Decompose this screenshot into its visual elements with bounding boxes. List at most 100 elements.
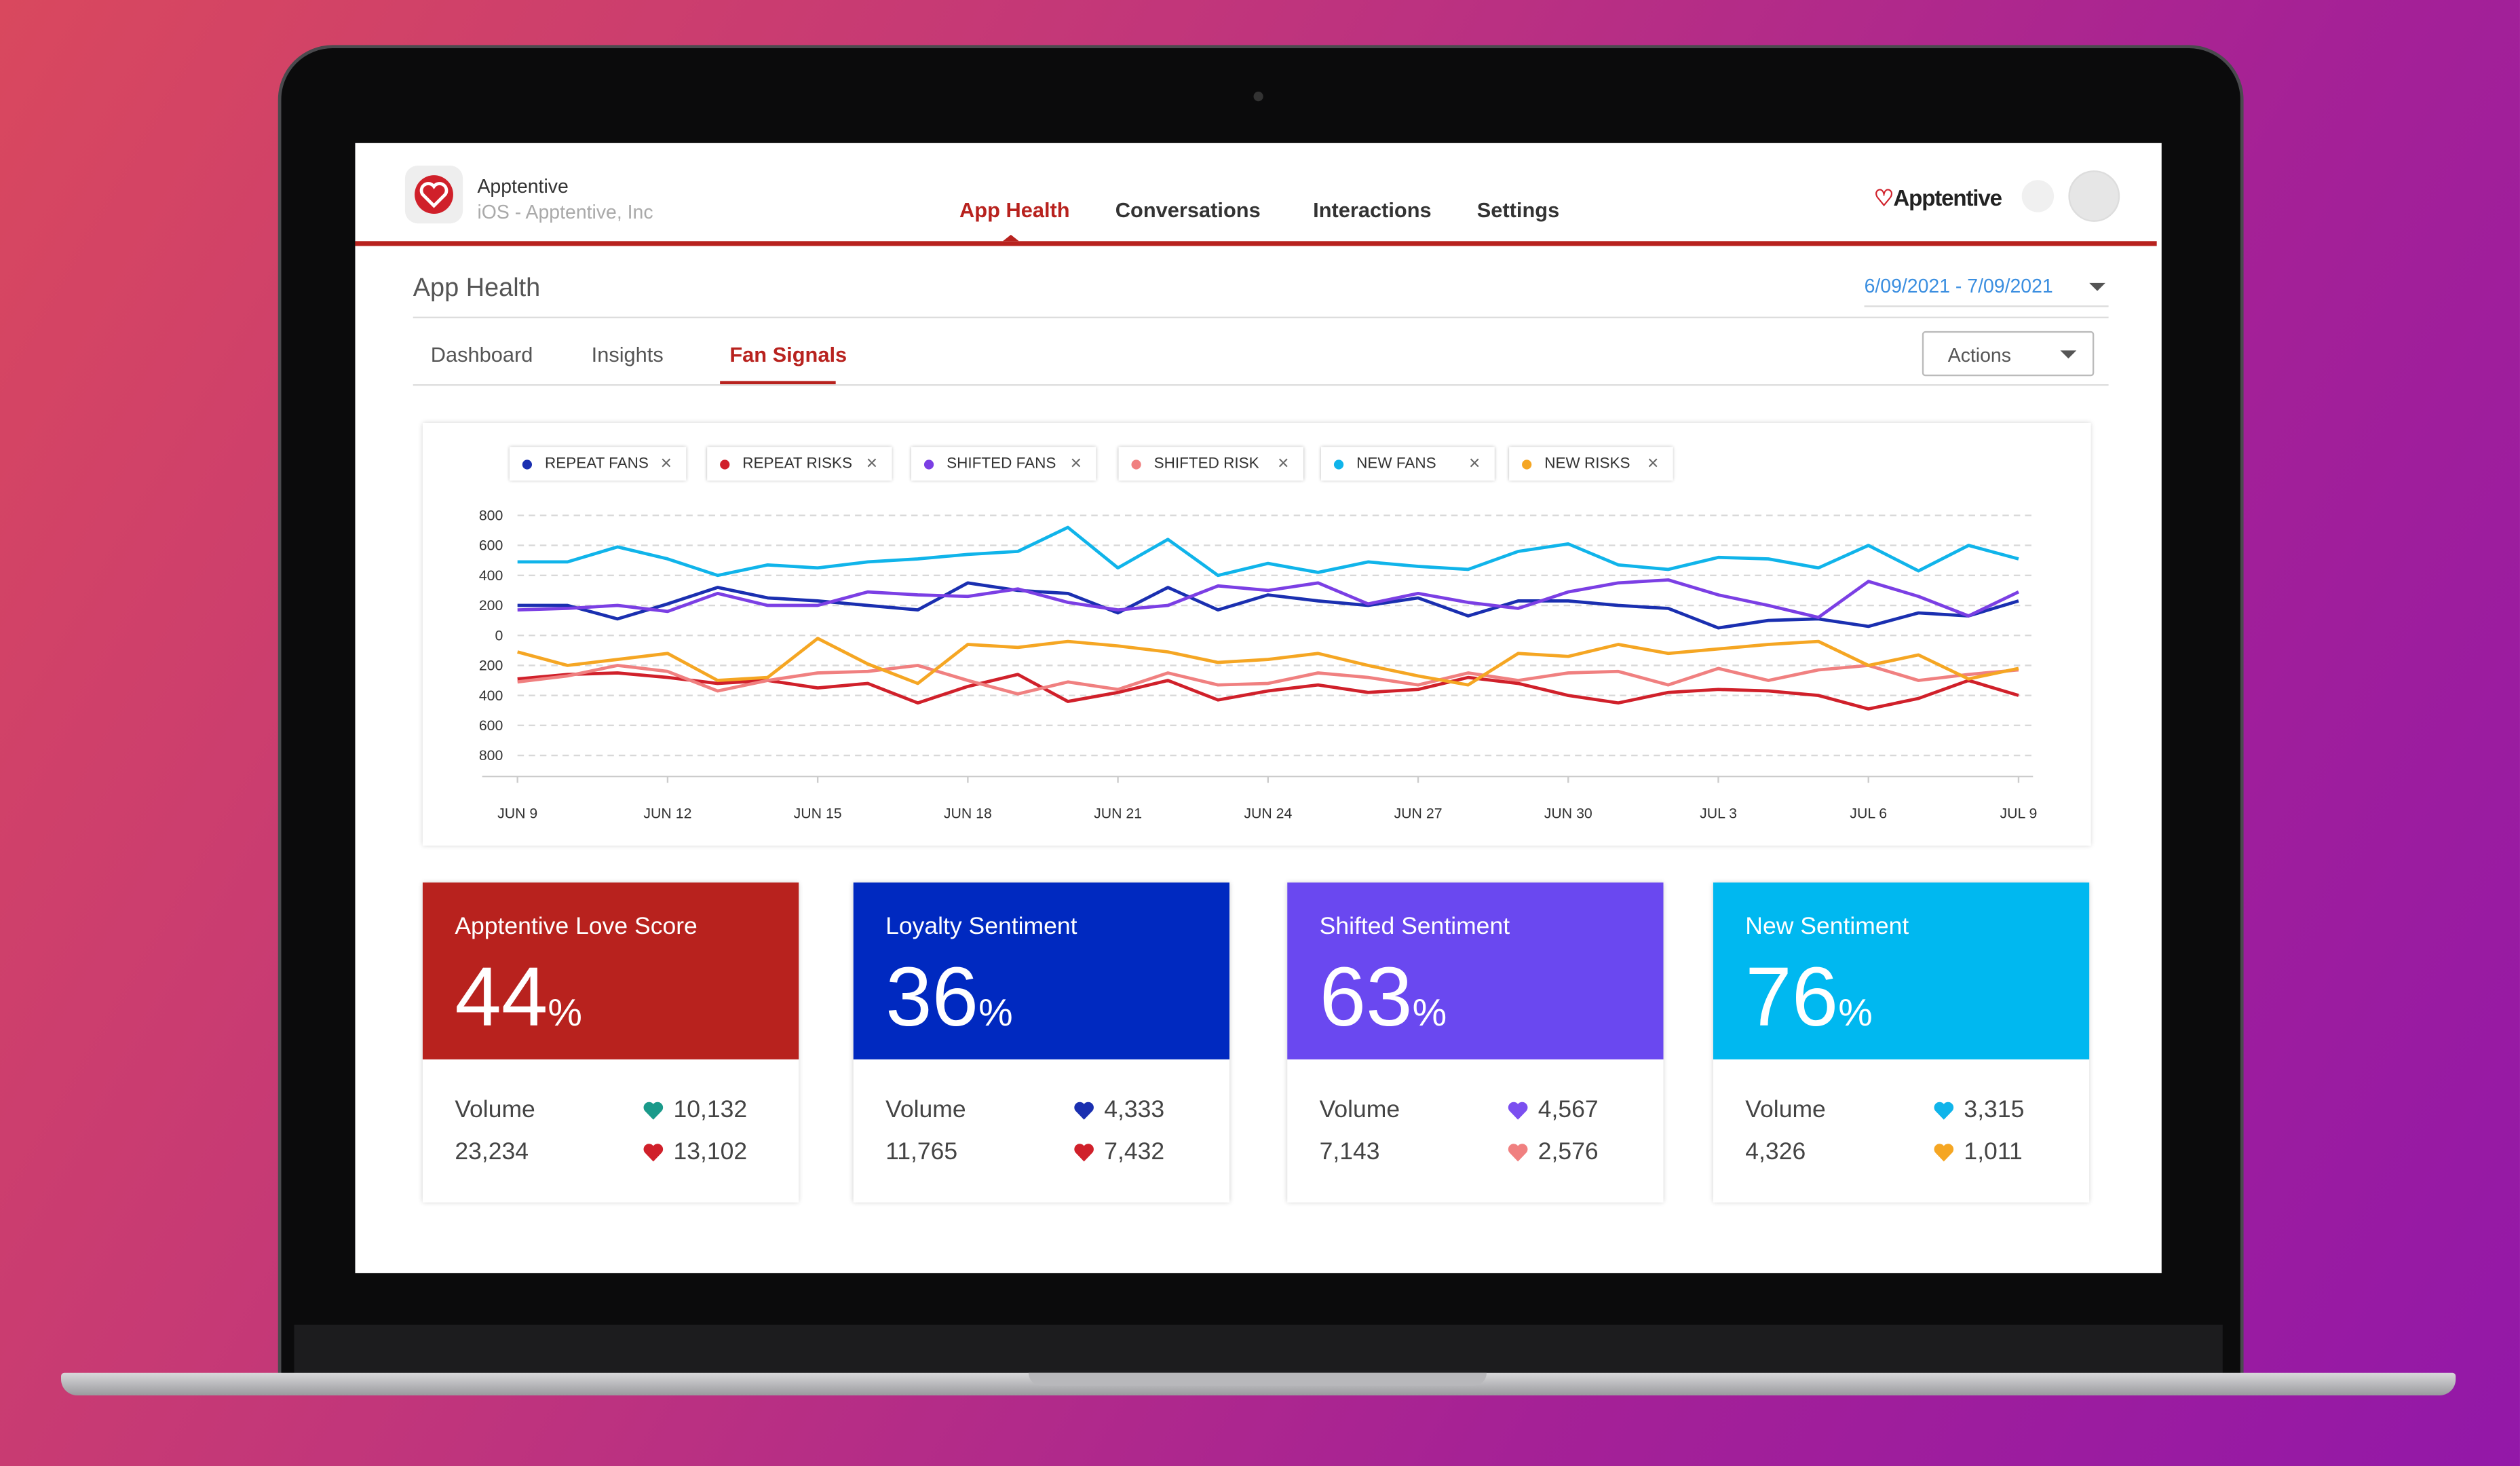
app-subtitle: iOS - Apptentive, Inc xyxy=(477,201,653,224)
legend-item[interactable]: SHIFTED RISK × xyxy=(1118,447,1303,481)
legend-label: NEW RISKS xyxy=(1544,455,1630,473)
positive-icon xyxy=(1073,1100,1094,1129)
y-tick-label: 0 xyxy=(495,627,503,643)
heart-icon xyxy=(1074,1144,1094,1162)
heart-icon xyxy=(1508,1144,1528,1162)
volume-value: 23,234 xyxy=(455,1138,529,1166)
series-line xyxy=(517,578,2019,620)
series-line xyxy=(517,637,2019,687)
chart-card xyxy=(422,422,2091,846)
x-tick-label: JUN 12 xyxy=(643,806,691,822)
date-underline xyxy=(1864,305,2109,307)
x-tick-label: JUN 15 xyxy=(794,806,842,822)
legend-close[interactable]: × xyxy=(866,451,878,474)
card-title: Apptentive Love Score xyxy=(455,913,698,941)
actions-label: Actions xyxy=(1947,343,2011,367)
card-title: Loyalty Sentiment xyxy=(885,913,1077,941)
y-tick-label: 800 xyxy=(479,507,503,523)
date-range[interactable]: 6/09/2021 - 7/09/2021 xyxy=(1864,275,2053,298)
sentiment-card: Shifted Sentiment 63% Volume 7,143 4,567 2,57… xyxy=(1287,882,1664,1203)
volume-label: Volume xyxy=(885,1096,966,1124)
legend-label: REPEAT FANS xyxy=(544,455,649,473)
heart-icon xyxy=(1508,1102,1528,1120)
nav-item[interactable]: Interactions xyxy=(1313,198,1432,222)
camera xyxy=(1253,92,1263,102)
card-score: 63% xyxy=(1320,950,1447,1047)
negative-value: 7,432 xyxy=(1104,1138,1165,1166)
heart-icon xyxy=(1934,1144,1954,1162)
actions-caret xyxy=(2060,350,2077,359)
positive-value: 4,333 xyxy=(1104,1096,1165,1124)
heart-icon xyxy=(643,1102,664,1120)
bell-icon[interactable] xyxy=(2021,180,2055,212)
page-title: App Health xyxy=(413,275,541,303)
bezel-bottom xyxy=(294,1324,2223,1373)
tab[interactable]: Insights xyxy=(591,342,664,367)
legend-close[interactable]: × xyxy=(1070,451,1082,474)
date-caret[interactable] xyxy=(2089,282,2105,291)
positive-value: 4,567 xyxy=(1538,1096,1599,1124)
negative-value: 1,011 xyxy=(1964,1138,2023,1166)
y-tick-label: 600 xyxy=(479,538,503,554)
heart-icon xyxy=(643,1144,664,1162)
x-tick-label: JUN 30 xyxy=(1544,806,1592,822)
x-tick-label: JUL 9 xyxy=(2000,806,2038,822)
sentiment-card: New Sentiment 76% Volume 4,326 3,315 1,011 xyxy=(1713,882,2090,1203)
legend-dot xyxy=(522,459,533,470)
avatar[interactable] xyxy=(2068,170,2120,222)
nav-item[interactable]: Settings xyxy=(1476,198,1560,222)
header-bar xyxy=(355,241,2157,246)
card-header xyxy=(853,882,1229,1059)
score-unit: % xyxy=(548,992,582,1036)
score-value: 76 xyxy=(1745,952,1839,1045)
card-score: 36% xyxy=(885,950,1013,1047)
legend-label: NEW FANS xyxy=(1356,455,1436,473)
legend-dot xyxy=(1522,459,1532,470)
divider xyxy=(413,384,2109,386)
nav-item[interactable]: Conversations xyxy=(1115,198,1261,222)
score-value: 63 xyxy=(1319,952,1413,1045)
positive-value: 3,315 xyxy=(1964,1096,2025,1124)
positive-value: 10,132 xyxy=(673,1096,748,1124)
y-tick-label: 600 xyxy=(479,717,503,734)
volume-value: 7,143 xyxy=(1319,1138,1380,1166)
nav-item[interactable]: App Health xyxy=(959,198,1070,222)
tab[interactable]: Dashboard xyxy=(430,342,533,367)
logo-icon xyxy=(415,175,453,214)
actions-button[interactable]: Actions xyxy=(1922,331,2095,377)
legend-item[interactable]: SHIFTED FANS × xyxy=(911,447,1096,481)
legend-close[interactable]: × xyxy=(1468,451,1481,474)
heart-icon xyxy=(1074,1102,1094,1120)
legend-close[interactable]: × xyxy=(1647,451,1659,474)
negative-icon xyxy=(1933,1142,1954,1171)
tab-active[interactable]: Fan Signals xyxy=(729,342,847,367)
app-logo[interactable] xyxy=(404,165,463,224)
volume-label: Volume xyxy=(455,1096,535,1124)
volume-value: 11,765 xyxy=(885,1138,958,1166)
score-unit: % xyxy=(1412,992,1447,1036)
series-line xyxy=(517,664,2019,696)
score-value: 44 xyxy=(455,952,548,1045)
x-tick-label: JUN 9 xyxy=(497,806,537,822)
legend-item[interactable]: REPEAT RISKS × xyxy=(707,447,892,481)
legend-item[interactable]: NEW RISKS × xyxy=(1509,447,1673,481)
legend-label: REPEAT RISKS xyxy=(742,455,853,473)
card-header xyxy=(1287,882,1664,1059)
volume-label: Volume xyxy=(1745,1096,1826,1124)
brand-text: Apptentive xyxy=(1893,185,2002,211)
legend-dot xyxy=(1131,459,1141,470)
score-unit: % xyxy=(1838,992,1873,1036)
legend-close[interactable]: × xyxy=(660,451,672,474)
positive-icon xyxy=(1508,1100,1529,1129)
legend-item[interactable]: NEW FANS × xyxy=(1320,447,1495,481)
card-title: New Sentiment xyxy=(1745,913,1909,941)
legend-item[interactable]: REPEAT FANS × xyxy=(509,447,687,481)
legend-dot xyxy=(1333,459,1344,470)
legend-close[interactable]: × xyxy=(1278,451,1289,474)
divider xyxy=(413,316,2109,318)
legend-label: SHIFTED FANS xyxy=(947,455,1056,473)
y-tick-label: 800 xyxy=(479,747,503,764)
